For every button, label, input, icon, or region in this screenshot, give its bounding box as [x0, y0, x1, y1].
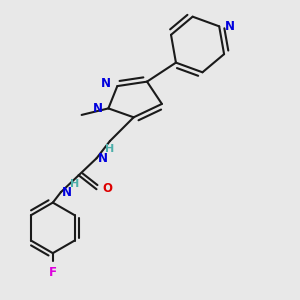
- Text: N: N: [101, 77, 111, 90]
- Text: H: H: [70, 179, 79, 189]
- Text: N: N: [224, 20, 235, 33]
- Text: N: N: [98, 152, 108, 165]
- Text: H: H: [105, 144, 114, 154]
- Text: F: F: [49, 266, 57, 279]
- Text: N: N: [62, 186, 72, 199]
- Text: O: O: [102, 182, 112, 195]
- Text: N: N: [92, 102, 102, 115]
